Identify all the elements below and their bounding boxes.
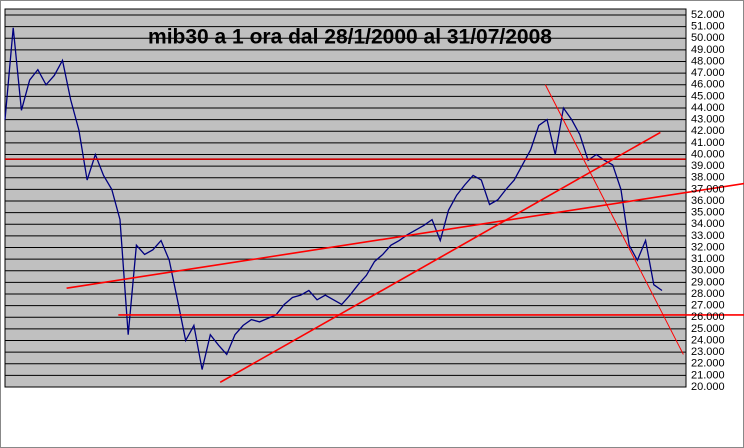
marks xyxy=(4,27,663,370)
trendline xyxy=(66,182,744,289)
y-tick-label: 41.000 xyxy=(691,137,725,149)
y-tick-label: 21.000 xyxy=(691,369,725,381)
y-tick-label: 29.000 xyxy=(691,276,725,288)
y-tick-label: 44.000 xyxy=(691,102,725,114)
y-tick-label: 50.000 xyxy=(691,32,725,44)
y-tick-label: 40.000 xyxy=(691,148,725,160)
plot-area xyxy=(4,8,687,388)
y-tick-label: 47.000 xyxy=(691,67,725,79)
y-tick-label: 27.000 xyxy=(691,300,725,312)
y-tick-label: 48.000 xyxy=(691,55,725,67)
y-tick-label: 42.000 xyxy=(691,125,725,137)
y-tick-label: 38.000 xyxy=(691,172,725,184)
y-tick-label: 49.000 xyxy=(691,44,725,56)
y-tick-label: 46.000 xyxy=(691,79,725,91)
y-tick-label: 23.000 xyxy=(691,346,725,358)
y-tick-label: 28.000 xyxy=(691,288,725,300)
y-tick-label: 26.000 xyxy=(691,311,725,323)
y-tick-label: 31.000 xyxy=(691,253,725,265)
y-tick-label: 36.000 xyxy=(691,195,725,207)
y-tick-label: 35.000 xyxy=(691,207,725,219)
chart-title: mib30 a 1 ora dal 28/1/2000 al 31/07/200… xyxy=(148,26,552,49)
price-line xyxy=(4,27,663,370)
y-tick-label: 45.000 xyxy=(691,90,725,102)
y-tick-label: 30.000 xyxy=(691,265,725,277)
y-tick-label: 24.000 xyxy=(691,334,725,346)
y-tick-label: 33.000 xyxy=(691,230,725,242)
y-tick-label: 51.000 xyxy=(691,21,725,33)
trendline xyxy=(544,84,684,355)
y-tick-label: 25.000 xyxy=(691,323,725,335)
y-tick-label: 39.000 xyxy=(691,160,725,172)
y-tick-label: 34.000 xyxy=(691,218,725,230)
y-tick-label: 43.000 xyxy=(691,114,725,126)
y-tick-label: 52.000 xyxy=(691,9,725,21)
grid xyxy=(5,14,686,388)
y-tick-label: 37.000 xyxy=(691,183,725,195)
y-tick-label: 22.000 xyxy=(691,358,725,370)
trendlines xyxy=(5,84,744,384)
trendline xyxy=(219,131,661,384)
y-tick-label: 20.000 xyxy=(691,381,725,393)
y-tick-label: 32.000 xyxy=(691,241,725,253)
